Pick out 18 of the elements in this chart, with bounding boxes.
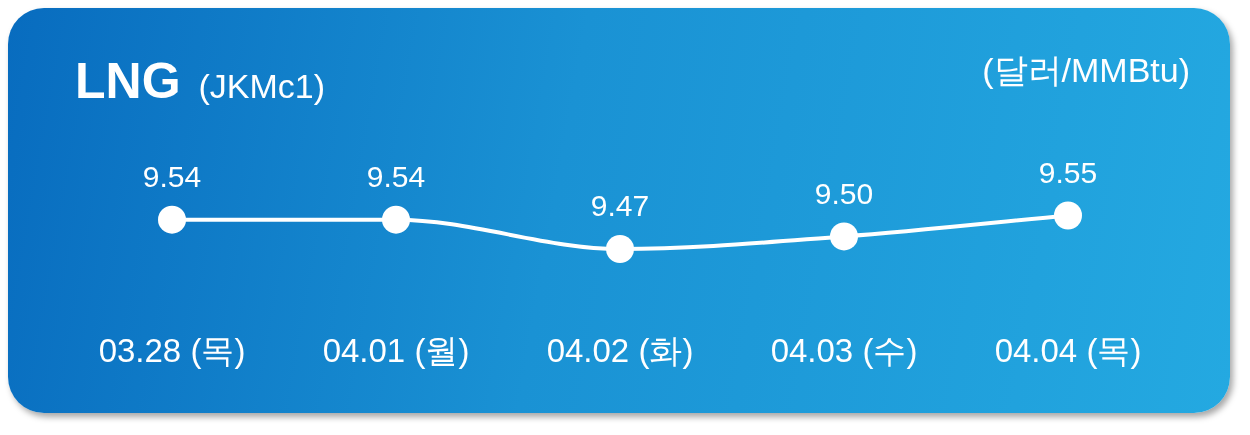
data-label: 9.47	[590, 189, 650, 223]
point	[606, 235, 634, 263]
x-tick-label: 04.01 (월)	[322, 332, 470, 370]
x-tick-label: 04.02 (화)	[546, 332, 694, 370]
data-label: 9.50	[814, 176, 874, 210]
point	[830, 222, 858, 251]
x-tick-label: 04.03 (수)	[770, 332, 918, 370]
y-axis-title: (달러/MMBtu)	[982, 50, 1190, 91]
chart-subtitle: (JKMc1)	[198, 67, 326, 105]
point	[382, 205, 410, 234]
point	[1054, 201, 1082, 230]
point	[158, 205, 186, 234]
data-label: 9.55	[1038, 155, 1098, 189]
chart-title: LNG	[75, 53, 181, 109]
x-tick-label: 03.28 (목)	[98, 332, 246, 370]
x-tick-label: 04.04 (목)	[994, 332, 1142, 370]
data-label: 9.54	[366, 159, 426, 193]
data-label: 9.54	[142, 159, 202, 193]
